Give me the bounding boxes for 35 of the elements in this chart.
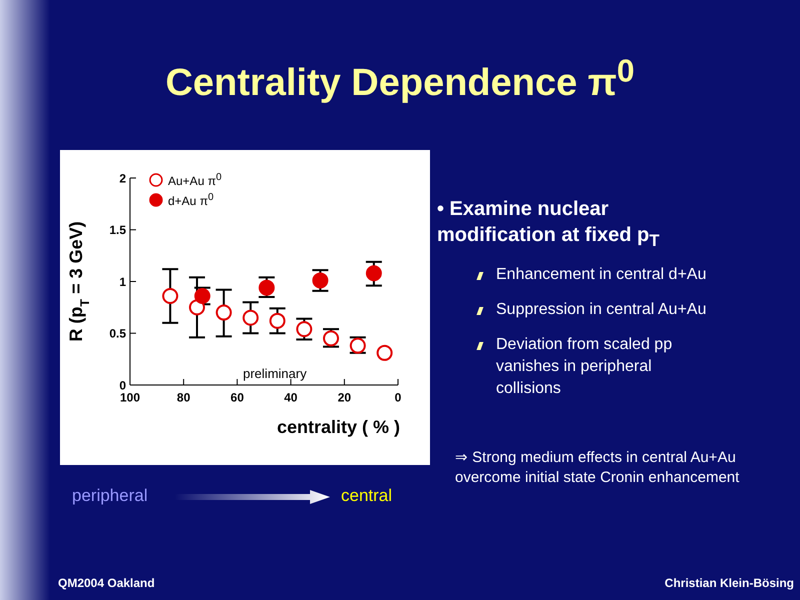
point bbox=[216, 304, 232, 321]
text: QM2004 Oakland bbox=[58, 576, 155, 590]
point bbox=[258, 280, 275, 296]
x-axis-title: centrality ( % ) bbox=[276, 417, 400, 437]
text: Christian Klein-Bösing bbox=[664, 576, 794, 590]
text: Deviation from scaled pp vanishes in peripheral collisions bbox=[496, 336, 672, 397]
text: central bbox=[341, 486, 392, 505]
y-tick-label: 2 bbox=[119, 171, 126, 186]
point bbox=[376, 344, 393, 361]
point bbox=[366, 265, 382, 282]
x-tick-label: 80 bbox=[176, 390, 191, 405]
text: peripheral bbox=[72, 486, 148, 505]
point bbox=[296, 321, 312, 338]
y-tick-label: 1.5 bbox=[109, 223, 126, 238]
point bbox=[269, 312, 286, 329]
legend-label: d+Au π$^{0}$ bbox=[168, 192, 214, 208]
chart-title: Centrality Dependence π$^{0}$ bbox=[165, 52, 635, 104]
legend-label: Au+Au π$^{0}$ bbox=[168, 172, 222, 188]
point bbox=[312, 272, 328, 288]
x-tick-label: 20 bbox=[338, 390, 352, 405]
text: • Examine nuclear modification at fixed p$_{T}$ bbox=[437, 198, 660, 250]
x-tick-label: 100 bbox=[120, 390, 140, 405]
text: Suppression in central Au+Au bbox=[496, 301, 706, 318]
x-tick-label: 0 bbox=[394, 390, 402, 405]
point bbox=[189, 299, 205, 316]
y-tick-label: 1 bbox=[119, 274, 126, 289]
text: Enhancement in central d+Au bbox=[496, 266, 706, 283]
x-tick-label: 40 bbox=[284, 390, 298, 405]
point bbox=[242, 310, 259, 326]
y-tick-label: 0.5 bbox=[109, 326, 126, 341]
y-tick-label: 0 bbox=[119, 378, 126, 392]
point bbox=[162, 288, 178, 304]
annotation: preliminary bbox=[243, 366, 307, 381]
x-tick-label: 60 bbox=[230, 390, 244, 405]
text: ⇒ Strong medium effects in central Au+Au overcome initial state Cronin enhancement bbox=[455, 449, 740, 486]
